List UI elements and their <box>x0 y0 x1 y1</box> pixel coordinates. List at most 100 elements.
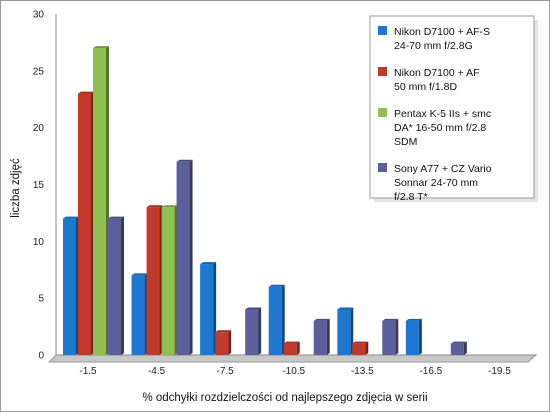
bar-side <box>121 216 124 355</box>
legend-label: Sony A77 + CZ Vario <box>394 163 492 175</box>
bar-front <box>176 161 190 355</box>
bar-front <box>146 207 160 355</box>
y-tick-label: 10 <box>33 237 45 248</box>
x-tick-label: -7.5 <box>217 366 235 377</box>
x-tick-label: -1.5 <box>79 366 97 377</box>
bar <box>450 341 467 355</box>
legend-label: Sonnar 24-70 mm <box>394 177 478 189</box>
bars <box>63 46 467 356</box>
bar-side <box>365 341 369 355</box>
bar <box>78 91 94 356</box>
bar <box>313 318 330 355</box>
y-tick-label: 5 <box>38 294 44 305</box>
bar-front <box>313 320 327 355</box>
bar-side <box>326 318 330 355</box>
legend-label: Nikon D7100 + AF-S <box>394 26 490 38</box>
bar-top <box>382 318 399 321</box>
y-tick-label: 20 <box>33 123 45 134</box>
bar-side <box>350 307 354 355</box>
legend-item: Sony A77 + CZ Vario Sonnar 24-70 mm f/2.8 … <box>378 163 492 203</box>
legend-item: Nikon D7100 + AF-S 24-70 mm f/2.8G <box>378 26 490 52</box>
bar <box>176 159 193 355</box>
bar-top <box>93 46 109 49</box>
legend-label: f/2.8 T* <box>394 191 428 203</box>
bar-side <box>418 318 422 355</box>
legend-swatch <box>378 163 387 172</box>
bar-front <box>405 320 419 355</box>
bar-side <box>213 262 217 355</box>
bar <box>352 341 369 355</box>
bar-top <box>405 318 422 321</box>
y-tick-label: 30 <box>33 10 45 21</box>
bar-top <box>450 341 467 344</box>
x-axis-title: % odchyłki rozdzielczości od najlepszego… <box>142 392 427 404</box>
legend-swatch <box>378 108 387 117</box>
legend-label: 24-70 mm f/2.8G <box>394 40 473 52</box>
legend-swatch <box>378 67 387 76</box>
bar-front <box>93 48 106 355</box>
bar-side <box>228 330 232 355</box>
bar-front <box>450 343 464 355</box>
bar-top <box>337 307 354 310</box>
bar-side <box>395 318 399 355</box>
bar-front <box>63 218 76 355</box>
bar <box>268 284 285 355</box>
x-tick-labels: -1.5 -4.5 -7.5 -10.5 -13.5 -16.5 -19.5 <box>79 366 511 377</box>
bar <box>245 307 262 355</box>
bar-front <box>352 343 366 355</box>
bar <box>337 307 354 355</box>
bar-top <box>352 341 369 344</box>
bar-front <box>268 286 282 355</box>
bar-front <box>200 264 214 355</box>
bar <box>146 205 163 355</box>
bar-top <box>131 273 148 276</box>
bar-front <box>283 343 297 355</box>
bar-top <box>176 159 193 162</box>
bar-front <box>131 275 145 355</box>
y-axis-title: liczba zdjęć <box>10 158 22 218</box>
chart-floor <box>47 354 538 363</box>
bar-side <box>296 341 300 355</box>
bar-side <box>463 341 467 355</box>
bar <box>93 46 109 355</box>
bar <box>405 318 422 355</box>
bar-side <box>189 159 193 355</box>
bar <box>382 318 399 355</box>
legend-label: DA* 16-50 mm f/2.8 <box>394 122 486 134</box>
bar-top <box>78 91 94 94</box>
bar-top <box>146 205 163 208</box>
x-tick-label: -16.5 <box>419 366 442 377</box>
bar <box>283 341 300 355</box>
bar-top <box>283 341 300 344</box>
bar-top <box>268 284 285 287</box>
bar-side <box>281 284 285 355</box>
bar <box>131 273 148 355</box>
bar-top <box>161 205 178 208</box>
legend-box <box>369 15 535 199</box>
bar-top <box>215 330 232 333</box>
bar-front <box>161 207 175 355</box>
bar <box>161 205 178 355</box>
y-tick-label: 0 <box>38 351 44 362</box>
x-tick-label: -4.5 <box>148 366 166 377</box>
bar-front <box>382 320 396 355</box>
bar-top <box>63 216 79 219</box>
y-tick-labels: 0 5 10 15 20 25 30 <box>33 10 45 362</box>
bar <box>108 216 124 355</box>
bar-top <box>200 262 217 265</box>
bar-top <box>313 318 330 321</box>
x-tick-label: -19.5 <box>488 366 511 377</box>
y-tick-label: 15 <box>33 180 45 191</box>
legend-label: SDM <box>394 136 417 148</box>
legend-item: Nikon D7100 + AF 50 mm f/1.8D <box>378 67 480 93</box>
bar-front <box>215 332 229 355</box>
bar <box>200 262 217 355</box>
bar-front <box>108 218 121 355</box>
bar-front <box>78 93 91 356</box>
legend-label: Pentax K-5 IIs + smc <box>394 108 491 120</box>
legend-swatch <box>378 26 387 35</box>
y-tick-label: 25 <box>33 66 45 77</box>
